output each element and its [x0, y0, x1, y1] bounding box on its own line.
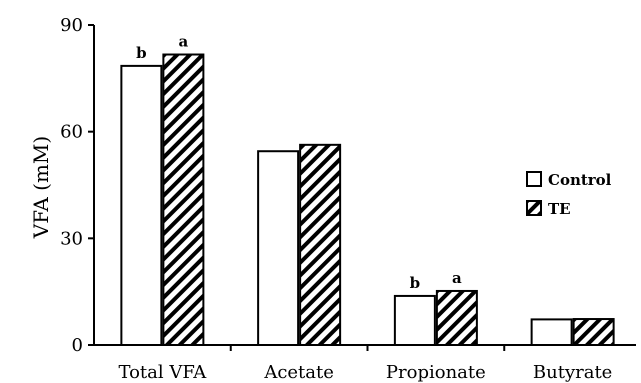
y-tick-label-90: 90 [60, 15, 83, 36]
sig-label-te-2: a [452, 269, 462, 287]
x-tick-label-3: Butyrate [533, 362, 612, 383]
bars-group [120, 53, 615, 347]
bar-control-0 [120, 64, 163, 346]
y-axis: 0 30 60 90 [60, 15, 95, 356]
bar-control-2 [393, 294, 436, 346]
y-axis-title: VFA (mM) [29, 136, 53, 239]
significance-labels: b a b a [136, 33, 462, 292]
legend-label-control: Control [548, 171, 612, 189]
bar-te-3 [572, 318, 615, 346]
y-tick-label-30: 30 [60, 228, 83, 249]
y-tick-label-0: 0 [72, 335, 83, 356]
bar-te-0 [162, 53, 205, 347]
legend: Control TE [526, 171, 612, 218]
x-tick-label-0: Total VFA [118, 362, 207, 383]
sig-label-control-2: b [410, 274, 421, 292]
bar-te-1 [299, 143, 342, 346]
bar-control-3 [530, 318, 573, 346]
y-tick-label-60: 60 [60, 122, 83, 143]
sig-label-te-0: a [179, 33, 189, 51]
sig-label-control-0: b [136, 44, 147, 62]
legend-label-te: TE [548, 200, 571, 218]
legend-swatch-control [526, 171, 542, 187]
x-axis: Total VFA Acetate Propionate Butyrate [94, 344, 636, 383]
x-tick-label-2: Propionate [386, 362, 486, 383]
legend-swatch-te [526, 200, 542, 216]
x-tick-label-1: Acetate [263, 362, 334, 383]
bar-te-2 [435, 289, 478, 347]
bar-control-1 [257, 150, 300, 346]
